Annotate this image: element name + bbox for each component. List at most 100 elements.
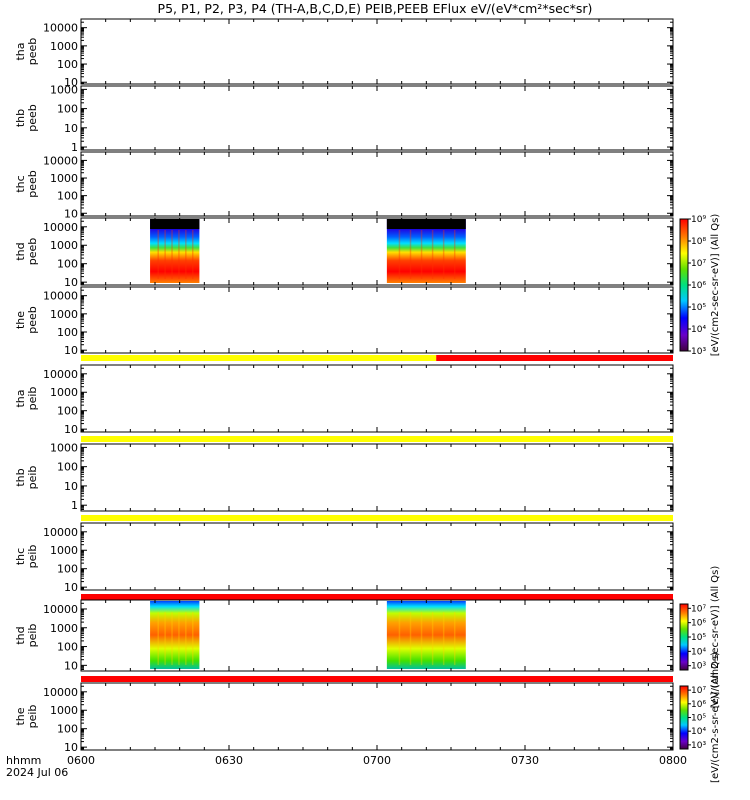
spectrogram-block	[150, 601, 200, 669]
y-axis-label-probe: tha	[14, 42, 27, 60]
spectrogram-streak	[178, 230, 180, 279]
status-bar-segment	[81, 676, 673, 682]
colorbar: 10³ 10⁴ 10⁵ 10⁶ 10⁷ [eV/(cm2-sec-sr-eV)] (All…	[679, 566, 721, 709]
colorbar-tick-label: 10⁴	[691, 325, 706, 335]
spectrogram-streak	[442, 230, 445, 279]
y-tick-label: 1000	[50, 172, 78, 185]
panel-frame	[80, 151, 674, 217]
spectrogram-streak	[157, 230, 159, 279]
y-tick-label: 10000	[43, 154, 78, 167]
colorbar-tick-label: 10⁴	[691, 647, 706, 657]
y-tick-label: 1000	[50, 622, 78, 635]
spectrogram-streak	[164, 230, 166, 279]
y-tick-label: 10000	[43, 221, 78, 234]
colorbar-tick-label: 10⁴	[691, 727, 706, 737]
time-axis: hhmm 2024 Jul 06 0600 0630 0700 0730 0800	[6, 754, 687, 779]
figure-title: P5, P1, P2, P3, P4 (TH-A,B,C,D,E) PEIB,P…	[158, 1, 593, 16]
spectrogram-streak	[178, 612, 180, 665]
y-tick-label: 10	[64, 122, 78, 135]
y-axis-label-probe: thc	[14, 548, 27, 565]
y-tick-label: 1000	[50, 544, 78, 557]
status-bar-segment	[81, 355, 437, 361]
y-tick-label: 100	[57, 326, 78, 339]
time-tick-label: 0600	[67, 754, 95, 767]
y-tick-label: 10	[64, 207, 78, 220]
y-axis-label-probe: thb	[14, 109, 27, 127]
colorbar-label: [eV/(cm2-sec-sr-eV)] (All Qs)	[710, 566, 721, 709]
y-axis-label-product: peeb	[26, 104, 39, 132]
spectrogram-streak	[398, 230, 401, 279]
spectrogram-streak	[398, 612, 401, 665]
spectrogram-streak	[185, 230, 187, 279]
y-axis-label-probe: the	[14, 707, 27, 725]
colorbar-tick-label: 10³	[691, 662, 706, 672]
time-tick-label: 0630	[215, 754, 243, 767]
y-tick-label: 10	[64, 344, 78, 357]
y-tick-label: 100	[57, 405, 78, 418]
status-bar-segment	[81, 515, 673, 521]
y-tick-label: 1	[71, 499, 78, 512]
y-tick-label: 1000	[50, 308, 78, 321]
spectrogram-block	[386, 601, 466, 669]
colorbar-tick-label: 10⁷	[691, 259, 706, 269]
colorbar-tick-label: 10⁷	[691, 686, 706, 696]
y-tick-label: 10	[64, 581, 78, 594]
spectrogram-block	[386, 219, 466, 283]
panel-the_peeb: 10 100 1000 10000 the peeb	[14, 286, 674, 361]
colorbar-gradient	[679, 218, 689, 352]
status-bar-segment	[81, 436, 673, 442]
spectrogram-streak	[171, 612, 173, 665]
panel-thb_peeb: 1 10 100 1000 thb peeb	[14, 83, 674, 154]
colorbar-tick-label: 10⁶	[691, 281, 706, 291]
y-tick-label: 1000	[50, 83, 78, 96]
y-tick-label: 1000	[50, 704, 78, 717]
y-tick-label: 10	[64, 76, 78, 89]
colorbar-tick-label: 10⁵	[691, 633, 706, 643]
y-axis-label-probe: thc	[14, 175, 27, 192]
spectrogram-streak	[453, 612, 456, 665]
y-axis-label-probe: thb	[14, 468, 27, 486]
panel-frame	[80, 286, 674, 354]
y-tick-label: 10	[64, 480, 78, 493]
colorbar-label: [eV/(cm2-sec-sr-eV)] (All Qs)	[710, 214, 721, 357]
panel-thc_peeb: 10 100 1000 10000 thc peeb	[14, 151, 674, 220]
panel-frame	[80, 682, 674, 751]
y-tick-label: 10	[64, 423, 78, 436]
y-axis-label-product: peeb	[26, 170, 39, 198]
colorbar-label: [eV/(cm2-s-sr-eV)] (All Qs)	[710, 652, 721, 783]
panel-frame	[80, 522, 674, 591]
y-axis-label-product: peib	[26, 705, 39, 729]
y-tick-label: 10000	[43, 686, 78, 699]
y-tick-label: 100	[57, 641, 78, 654]
y-axis-label-product: peeb	[26, 238, 39, 266]
y-tick-label: 10000	[43, 603, 78, 616]
y-tick-label: 100	[57, 723, 78, 736]
y-axis-label-probe: the	[14, 311, 27, 329]
status-bar-segment	[436, 355, 673, 361]
time-tick-label: 0700	[363, 754, 391, 767]
y-axis-label-product: peib	[26, 545, 39, 569]
status-bar-segment	[81, 594, 673, 600]
colorbar: 10³ 10⁴ 10⁵ 10⁶ 10⁷ [eV/(cm2-s-sr-eV)] (All Q…	[679, 652, 721, 783]
time-axis-label: hhmm	[6, 754, 41, 767]
y-tick-label: 100	[57, 190, 78, 203]
spectrogram-streak	[157, 612, 159, 665]
panel-tha_peib: 10 100 1000 10000 tha peib	[14, 364, 674, 442]
time-tick-label: 0730	[511, 754, 539, 767]
y-axis-label-product: peib	[26, 466, 39, 490]
panel-frame	[80, 18, 674, 85]
y-tick-label: 1000	[50, 239, 78, 252]
spectrogram-streak	[192, 612, 194, 665]
colorbar-tick-label: 10⁶	[691, 700, 706, 710]
colorbar-tick-label: 10³	[691, 347, 706, 357]
panel-thd_peib: 10 100 1000 10000 thd peib 10³ 10⁴ 10⁵ 10⁶ 10⁷ [eV/…	[14, 566, 721, 709]
panel-frame	[80, 85, 674, 151]
panel-thb_peib: 1 10 100 1000 thb peib	[14, 441, 674, 521]
y-axis-label-product: peeb	[26, 306, 39, 334]
y-axis-label-probe: thd	[14, 626, 27, 644]
colorbar-tick-label: 10³	[691, 741, 706, 751]
y-tick-label: 100	[57, 58, 78, 71]
spectrogram-block	[150, 219, 200, 283]
y-tick-label: 10000	[43, 22, 78, 35]
